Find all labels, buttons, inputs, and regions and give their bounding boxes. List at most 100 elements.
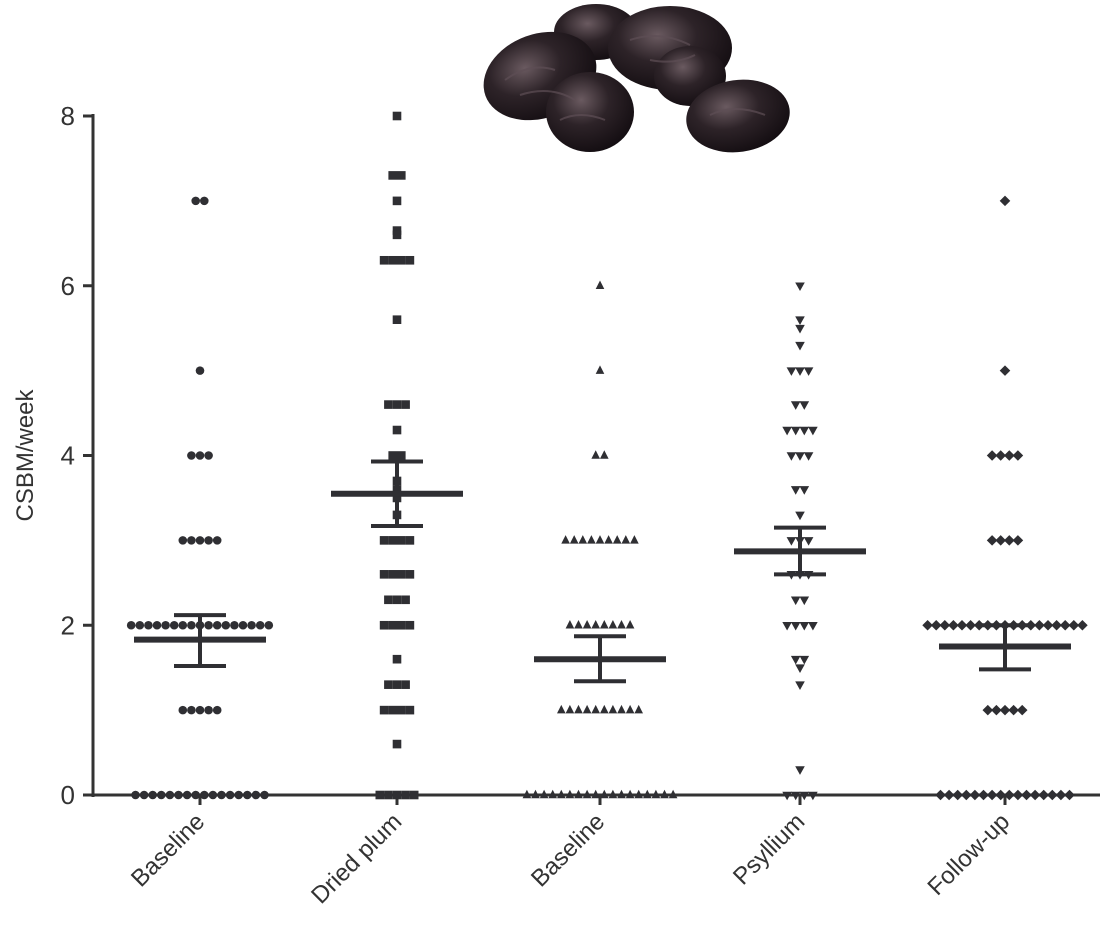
data-point xyxy=(260,790,269,800)
data-point xyxy=(1004,535,1015,546)
data-point xyxy=(1034,619,1045,631)
data-point xyxy=(808,791,818,801)
data-point xyxy=(1012,789,1024,801)
data-point xyxy=(991,704,1002,716)
data-point xyxy=(234,790,243,800)
data-point xyxy=(195,451,205,460)
data-point xyxy=(397,705,406,715)
data-point xyxy=(200,196,209,206)
data-point xyxy=(600,450,609,459)
data-point xyxy=(165,790,175,800)
data-point xyxy=(786,452,797,461)
data-point xyxy=(204,620,213,630)
data-point xyxy=(995,450,1006,461)
data-point xyxy=(587,535,596,544)
data-point xyxy=(956,619,968,631)
data-point xyxy=(595,280,605,290)
data-point xyxy=(617,789,626,799)
series-2-summary xyxy=(534,634,666,684)
data-point xyxy=(786,367,797,376)
data-point xyxy=(238,620,248,630)
data-point xyxy=(392,680,402,689)
data-point xyxy=(578,535,588,544)
data-point xyxy=(384,680,393,689)
data-point xyxy=(401,400,410,409)
data-point xyxy=(405,255,415,265)
data-point xyxy=(152,620,162,630)
data-point xyxy=(591,450,600,459)
data-point xyxy=(178,536,188,545)
y-tick-label: 0 xyxy=(61,780,75,810)
data-point xyxy=(799,596,810,606)
data-point xyxy=(808,426,818,436)
data-point xyxy=(1012,450,1024,461)
data-point xyxy=(264,620,274,630)
data-point xyxy=(539,789,549,799)
x-tick-label: Baseline xyxy=(126,808,210,892)
data-point xyxy=(795,367,805,376)
data-point xyxy=(582,619,592,629)
axis-labels: 0 2 4 6 8 CSBM/week Baseline Dried plum Baseline… xyxy=(12,101,1015,909)
data-point xyxy=(582,704,592,714)
data-point xyxy=(643,789,652,799)
data-point xyxy=(795,341,805,351)
data-point xyxy=(1012,535,1024,546)
data-point xyxy=(401,595,410,605)
data-point xyxy=(139,790,149,800)
data-point xyxy=(790,655,801,665)
series-0-points xyxy=(126,196,274,800)
data-point xyxy=(191,790,200,800)
series-2-points xyxy=(522,280,678,799)
data-point xyxy=(392,400,402,409)
data-point xyxy=(161,620,170,630)
data-point xyxy=(617,704,626,714)
data-point xyxy=(621,535,631,544)
data-point xyxy=(405,536,415,545)
data-point xyxy=(795,681,805,690)
data-point xyxy=(204,705,213,715)
data-point xyxy=(200,790,209,800)
data-point xyxy=(392,196,402,206)
data-point xyxy=(195,705,205,715)
data-point xyxy=(982,704,994,716)
data-point xyxy=(405,705,415,715)
data-point xyxy=(397,620,406,630)
data-point xyxy=(561,535,570,544)
data-point xyxy=(405,620,415,630)
data-point xyxy=(212,620,222,630)
data-point xyxy=(1008,704,1019,716)
data-point xyxy=(1021,789,1032,801)
data-point xyxy=(808,621,818,631)
data-point xyxy=(230,620,239,630)
data-point xyxy=(392,111,402,121)
data-point xyxy=(790,596,801,606)
data-point xyxy=(388,451,397,460)
data-point xyxy=(174,790,183,800)
data-point xyxy=(803,367,814,376)
data-point xyxy=(600,704,609,714)
data-point xyxy=(247,620,256,630)
data-point xyxy=(608,619,618,629)
data-point xyxy=(795,511,805,521)
data-point xyxy=(948,619,959,631)
data-point xyxy=(943,789,955,801)
data-point xyxy=(379,536,389,545)
data-point xyxy=(965,619,976,631)
data-point xyxy=(1068,619,1080,631)
data-point xyxy=(565,619,575,629)
data-point xyxy=(591,704,600,714)
data-point xyxy=(384,595,393,605)
data-point xyxy=(790,486,801,495)
data-point xyxy=(799,621,810,631)
data-point xyxy=(204,536,213,545)
data-point xyxy=(243,790,252,800)
data-point xyxy=(630,535,639,544)
data-point xyxy=(212,705,222,715)
x-tick-label: Baseline xyxy=(526,808,610,892)
data-point xyxy=(126,620,136,630)
data-point xyxy=(195,366,205,375)
data-point xyxy=(790,401,801,410)
data-point xyxy=(617,619,626,629)
data-point xyxy=(795,452,805,461)
y-tick-label: 8 xyxy=(61,101,75,131)
